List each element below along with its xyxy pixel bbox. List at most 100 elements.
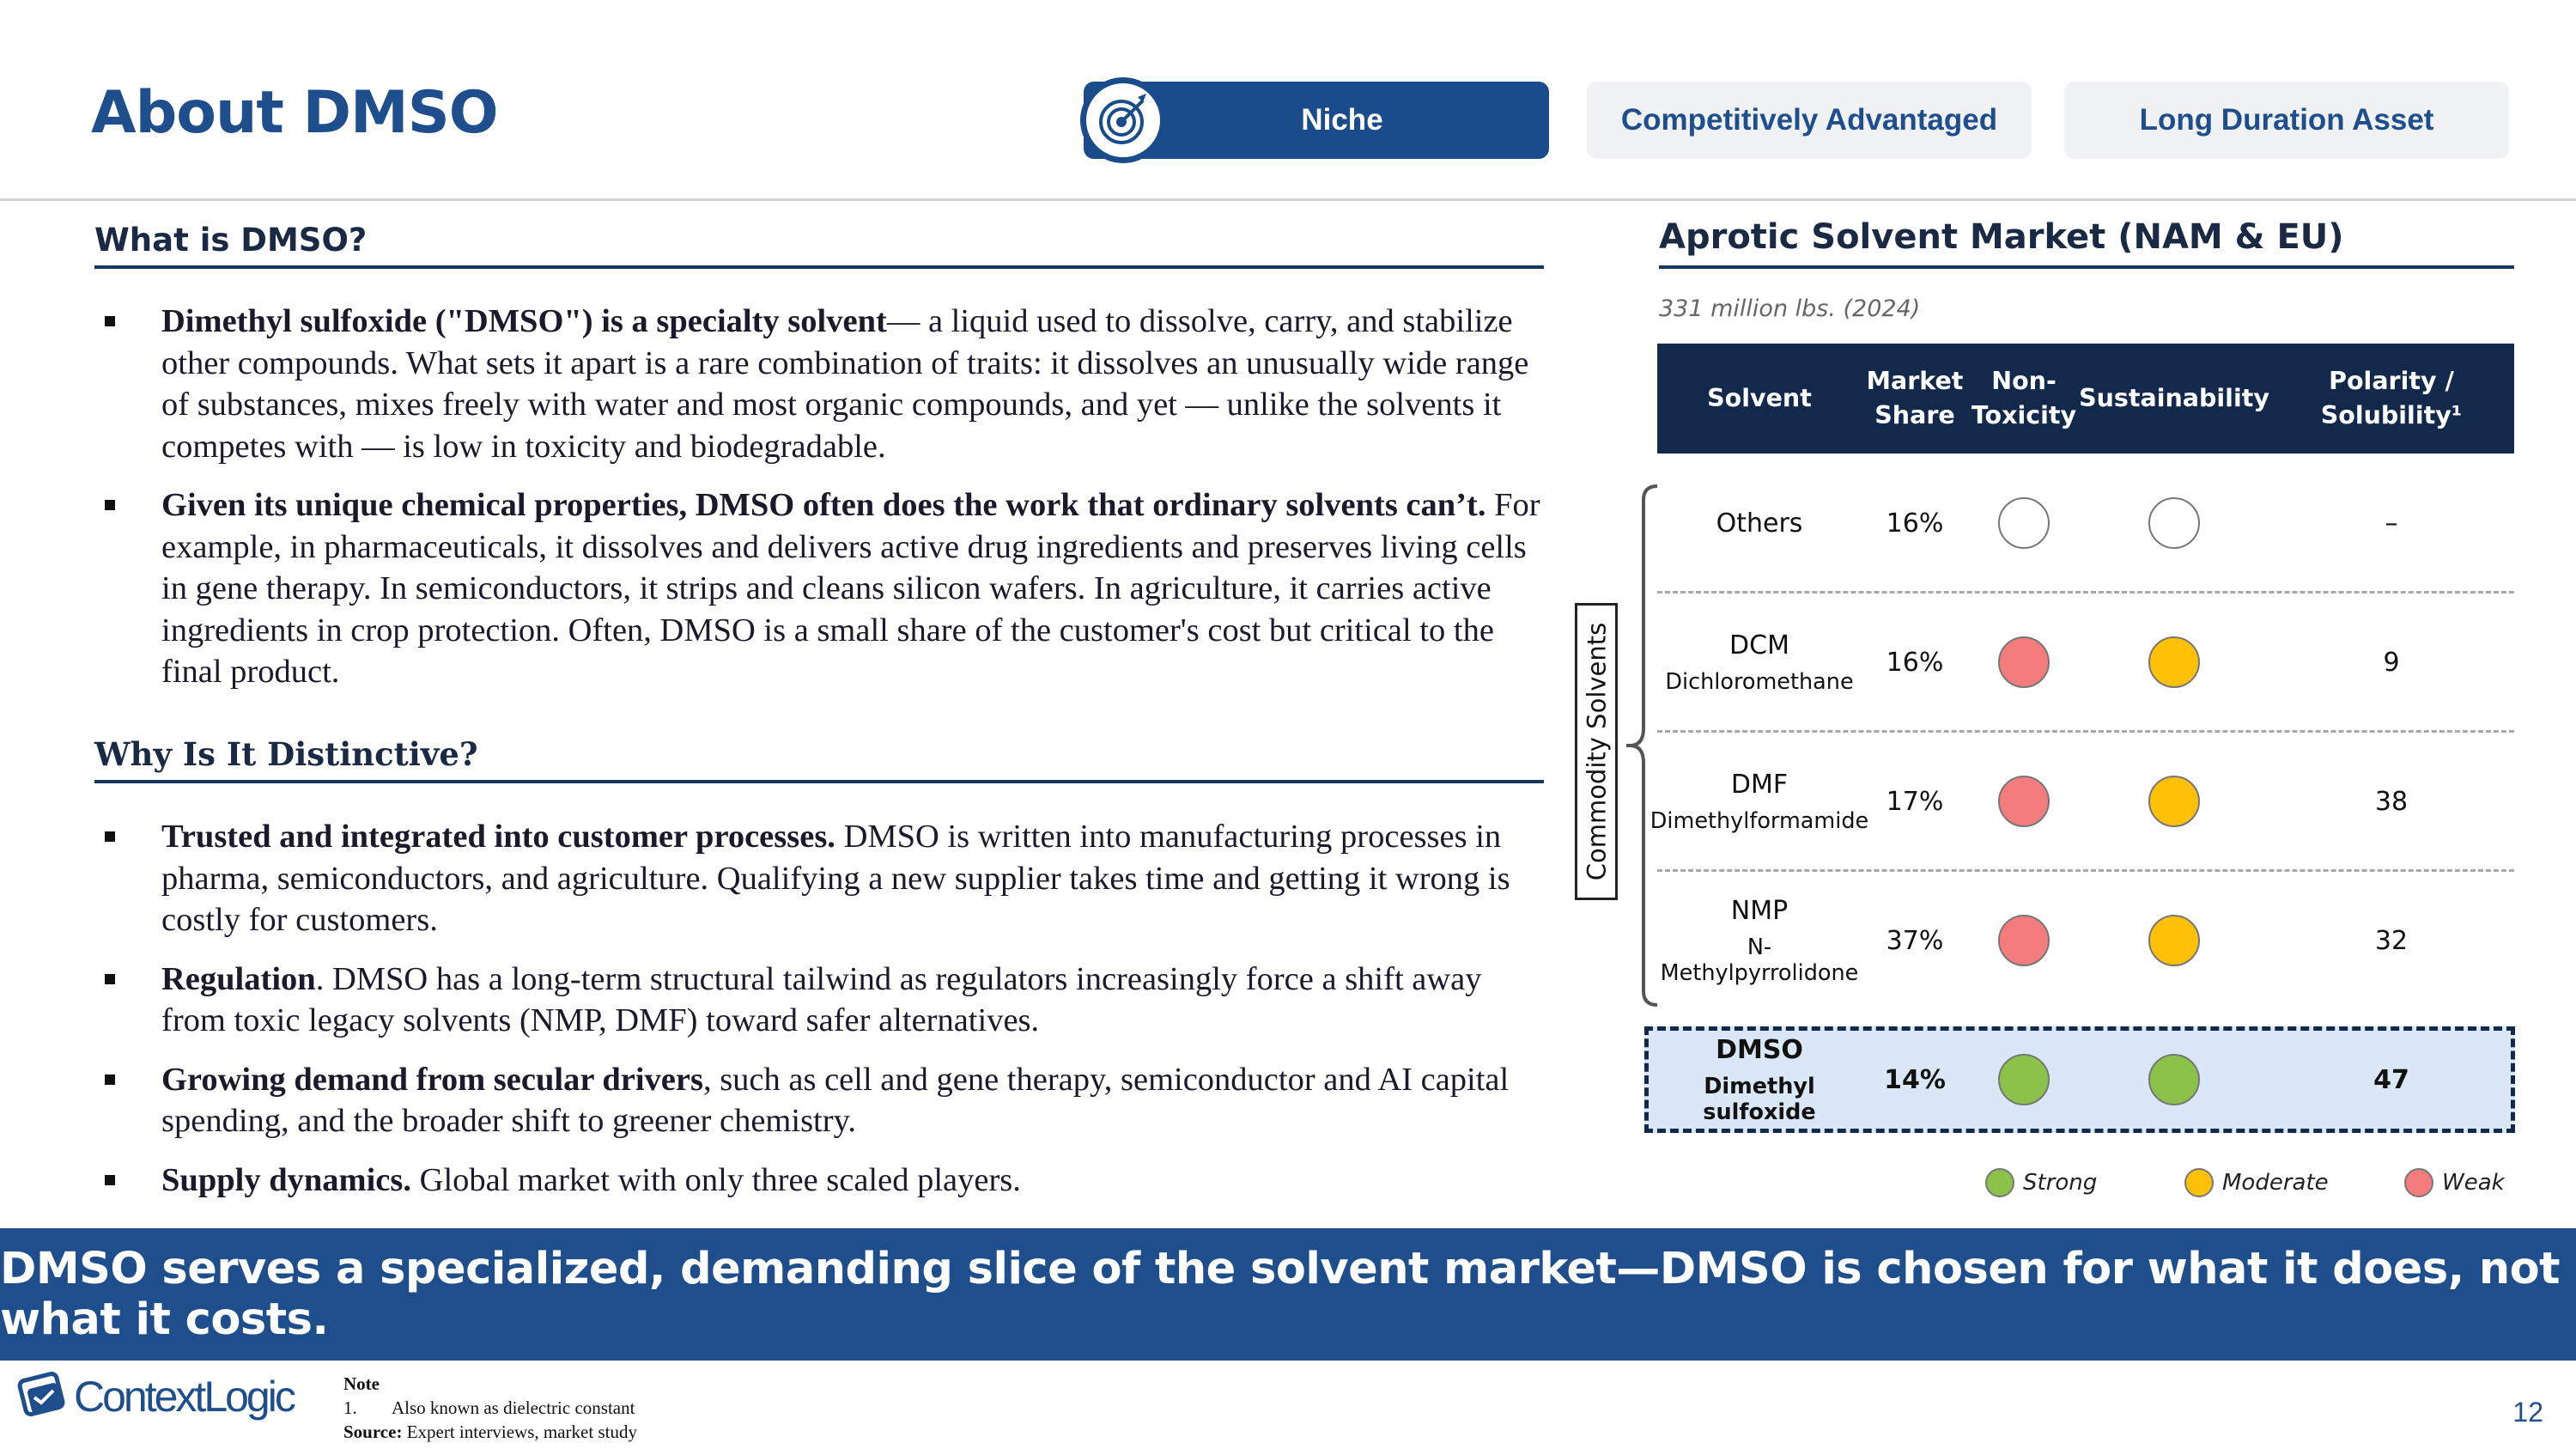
dmso-highlight (1644, 1026, 2515, 1133)
contextlogic-logo: ContextLogic (15, 1368, 296, 1425)
bullet-text: DMSO is written into manufacturing proce… (161, 819, 1510, 938)
market-share-cell: 37% (1862, 871, 1968, 1010)
solvent-chemical-name: Dimethylformamide (1649, 807, 1869, 834)
moderate-legend-icon (2184, 1168, 2214, 1197)
table-row: NMP N-Methylpyrrolidone 37% 32 (1657, 871, 2514, 1010)
solvent-name: DMF (1730, 769, 1789, 800)
legend-item-weak: Weak (2404, 1168, 2505, 1197)
bullet-text: For example, in pharmaceuticals, it diss… (161, 487, 1540, 690)
sustainability-cell (2080, 1010, 2269, 1149)
table-row: DCM Dichloromethane 16% 9 (1657, 593, 2514, 732)
tab-long-duration-asset[interactable]: Long Duration Asset (2064, 82, 2509, 159)
legend-label: Weak (2442, 1170, 2505, 1196)
polarity-value: 32 (2374, 925, 2409, 956)
weak-rating-icon (1998, 915, 2050, 966)
legend-item-moderate: Moderate (2184, 1168, 2329, 1197)
solvent-chemical-name: N-Methylpyrrolidone (1660, 934, 1859, 986)
strong-rating-icon (2148, 1054, 2200, 1105)
tab-competitively-advantaged[interactable]: Competitively Advantaged (1587, 82, 2032, 159)
market-subtitle: 331 million lbs. (2024) (1659, 295, 1921, 322)
strong-legend-icon (1985, 1168, 2014, 1197)
polarity-value: – (2385, 508, 2398, 539)
solvent-cell: Others (1657, 454, 1862, 593)
page-title: About DMSO (91, 79, 499, 147)
solvent-name: Others (1716, 508, 1803, 539)
row-divider (1657, 730, 2514, 733)
weak-legend-icon (2404, 1168, 2433, 1197)
none-rating-icon (2148, 497, 2200, 549)
polarity-value: 38 (2374, 786, 2409, 817)
none-rating-icon (1998, 497, 2050, 549)
market-share-cell: 14% (1862, 1010, 1968, 1149)
source-text: Expert interviews, market study (402, 1422, 637, 1442)
takeaway-banner: DMSO serves a specialized, demanding sli… (0, 1228, 2576, 1361)
non-toxicity-cell (1968, 454, 2080, 593)
non-toxicity-cell (1968, 1010, 2080, 1149)
market-share-cell: 16% (1862, 454, 1968, 593)
non-toxicity-cell (1968, 593, 2080, 732)
col-header-sustainability: Sustainability (2079, 384, 2269, 412)
col-header-non-toxicity: Non-Toxicity (1971, 367, 2077, 429)
non-toxicity-cell (1968, 871, 2080, 1010)
target-icon (1080, 77, 1166, 163)
polarity-cell: 9 (2269, 593, 2514, 732)
legend-label: Strong (2023, 1170, 2098, 1196)
logo-mark-icon (17, 1372, 65, 1416)
table-row: DMSO Dimethyl sulfoxide 14% 47 (1657, 1010, 2514, 1149)
bullet-bold: Growing demand from secular drivers (161, 1061, 703, 1098)
solvent-name: NMP (1730, 895, 1789, 926)
moderate-rating-icon (2148, 915, 2200, 966)
table-header: Solvent Market Share Non-Toxicity Sustai… (1657, 344, 2514, 454)
bullet-bold: Supply dynamics. (161, 1161, 412, 1198)
note-text: Also known as dielectric constant (392, 1397, 635, 1418)
list-item: Growing demand from secular drivers, suc… (101, 1059, 1544, 1142)
sustainability-cell (2080, 871, 2269, 1010)
header-divider (0, 198, 2576, 201)
sustainability-cell (2080, 593, 2269, 732)
why-heading: Why Is It Distinctive? (94, 735, 1544, 783)
footnotes: Note 1. Also known as dielectric constant… (343, 1372, 637, 1444)
sustainability-cell (2080, 732, 2269, 871)
non-toxicity-cell (1968, 732, 2080, 871)
list-item: Dimethyl sulfoxide ("DMSO") is a special… (101, 301, 1544, 467)
bullet-bold: Regulation (161, 960, 316, 997)
note-number: 1. (343, 1397, 357, 1418)
bullet-text: — a liquid used to dissolve, carry, and … (161, 303, 1529, 465)
market-title: Aprotic Solvent Market (NAM & EU) (1659, 217, 2514, 269)
market-share-value: 16% (1886, 508, 1944, 539)
sustainability-cell (2080, 454, 2269, 593)
what-heading: What is DMSO? (94, 222, 1544, 269)
bullet-bold: Given its unique chemical properties, DM… (161, 487, 1486, 523)
market-share-cell: 17% (1862, 732, 1968, 871)
table-row: DMF Dimethylformamide 17% 38 (1650, 732, 2514, 871)
page-number: 12 (2512, 1397, 2543, 1428)
market-share-value: 16% (1886, 647, 1944, 678)
solvent-chemical-name: Dimethyl sulfoxide (1703, 1073, 1816, 1125)
tab-label: Niche (1301, 103, 1383, 137)
bullet-text: Global market with only three scaled pla… (411, 1161, 1021, 1198)
bullet-bold: Trusted and integrated into customer pro… (161, 819, 835, 855)
legend-label: Moderate (2222, 1170, 2329, 1196)
market-share-value: 37% (1886, 925, 1944, 956)
bullet-text: , such as cell and gene therapy, semicon… (161, 1061, 1510, 1140)
solvent-cell: NMP N-Methylpyrrolidone (1657, 871, 1862, 1010)
note-label: Note (343, 1373, 380, 1394)
polarity-cell: 38 (2269, 732, 2514, 871)
list-item: Supply dynamics. Global market with only… (101, 1160, 1544, 1202)
row-divider (1657, 869, 2514, 872)
table-row: Others 16% – (1657, 454, 2514, 593)
bullet-bold: Dimethyl sulfoxide ("DMSO") is a special… (161, 303, 887, 339)
moderate-rating-icon (2148, 636, 2200, 688)
solvent-name: DCM (1729, 630, 1789, 661)
solvent-chemical-name: Dichloromethane (1665, 668, 1854, 695)
solvent-name: DMSO (1716, 1034, 1803, 1065)
polarity-cell: – (2269, 454, 2514, 593)
market-share-cell: 16% (1862, 593, 1968, 732)
what-bullet-list: Dimethyl sulfoxide ("DMSO") is a special… (101, 301, 1544, 710)
polarity-cell: 32 (2269, 871, 2514, 1010)
list-item: Given its unique chemical properties, DM… (101, 484, 1544, 693)
polarity-cell: 47 (2269, 1010, 2514, 1149)
legend-item-strong: Strong (1985, 1168, 2097, 1197)
weak-rating-icon (1998, 636, 2050, 688)
bullet-text: . DMSO has a long-term structural tailwi… (161, 960, 1482, 1039)
